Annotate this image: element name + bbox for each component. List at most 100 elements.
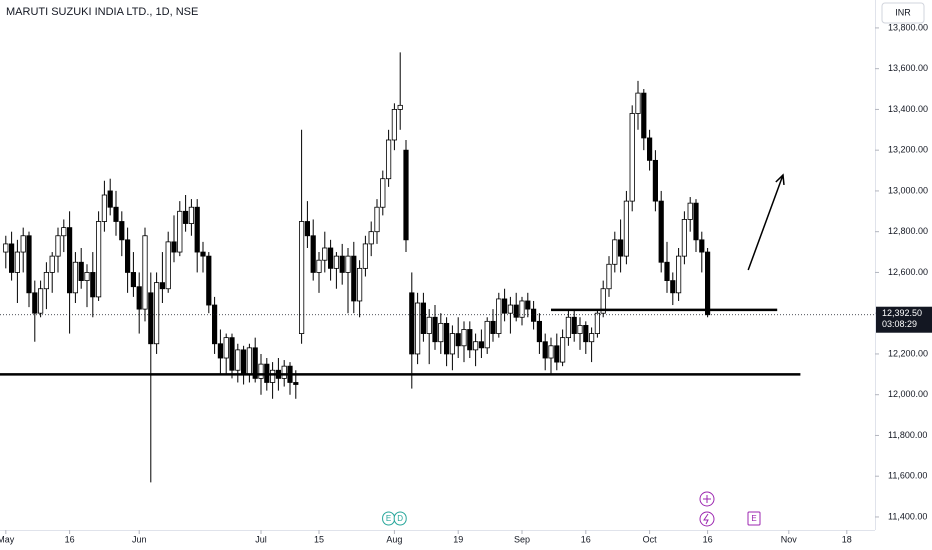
candle-body <box>293 382 299 385</box>
candle-body <box>165 241 171 290</box>
event-badge <box>747 511 761 526</box>
candle-body <box>217 343 223 359</box>
y-tick-label: 12,200.00 <box>888 348 928 358</box>
candle-body <box>246 347 252 375</box>
candle-body <box>159 282 165 290</box>
lightning-glyph <box>703 513 709 525</box>
candle-body <box>310 235 316 273</box>
candle-body <box>14 251 20 273</box>
candle-body <box>618 239 624 257</box>
candle-body <box>211 304 218 345</box>
candle-body <box>536 320 543 343</box>
candle-body <box>531 308 537 322</box>
plus-glyph <box>703 495 711 503</box>
candle-body <box>525 300 531 310</box>
candle-body <box>67 227 73 294</box>
candle-body <box>206 255 212 306</box>
candle-body <box>107 190 113 208</box>
candle-body <box>467 329 473 351</box>
candle-body <box>339 255 345 273</box>
candle-body <box>49 255 55 273</box>
candle-body <box>32 292 38 314</box>
candle-body <box>368 231 374 245</box>
candle-body <box>658 200 664 263</box>
event-label: E <box>386 514 391 523</box>
arrow-head <box>775 173 785 186</box>
candle-body <box>652 159 659 202</box>
candle-body <box>705 251 711 316</box>
candle-body <box>461 329 467 347</box>
candle-body <box>374 206 380 233</box>
y-tick-label: 13,400.00 <box>888 104 928 114</box>
candle-body <box>43 272 50 290</box>
candle-body <box>356 267 363 302</box>
y-tick-label: 13,000.00 <box>888 185 928 195</box>
event-icon[interactable] <box>699 511 715 527</box>
x-tick-label: 15 <box>314 534 324 544</box>
candle-body <box>647 137 653 161</box>
candle-body <box>351 255 357 302</box>
event-badge <box>393 511 407 526</box>
trend-arrow <box>747 174 784 271</box>
candle-body <box>403 149 409 241</box>
candle-body <box>414 302 421 355</box>
candle-body <box>26 235 32 294</box>
candle-body <box>472 341 479 351</box>
candle-body <box>693 202 699 241</box>
x-tick-label: May <box>0 534 15 544</box>
x-tick-label: 16 <box>581 534 591 544</box>
candle-body <box>327 247 334 269</box>
last-price-box <box>876 306 932 333</box>
candle-body <box>519 300 525 318</box>
candle-body <box>600 288 606 314</box>
candle-body <box>397 104 403 110</box>
y-tick-label: 11,400.00 <box>888 511 927 521</box>
candle-body <box>281 365 287 379</box>
candle-body <box>200 251 206 257</box>
candle-body <box>125 239 131 273</box>
candle-body <box>229 337 235 371</box>
candle-body <box>3 243 9 253</box>
candle-body <box>182 210 189 224</box>
candle-body <box>101 194 107 222</box>
candle-body <box>560 337 566 363</box>
x-tick-label: 16 <box>65 534 75 544</box>
candle-body <box>478 341 485 349</box>
candle-body <box>589 333 595 343</box>
event-label: E <box>751 514 756 523</box>
currency-label[interactable]: INR <box>895 7 911 17</box>
candle-body <box>142 235 148 310</box>
candle-body <box>78 261 84 281</box>
x-tick-label: Nov <box>781 534 798 544</box>
x-tick-label: 18 <box>842 534 852 544</box>
currency-button[interactable] <box>881 2 925 24</box>
candle-body <box>443 322 450 355</box>
candle-body <box>629 113 635 202</box>
candle-body <box>235 349 241 371</box>
candle-body <box>119 221 125 241</box>
candle-body <box>84 272 90 281</box>
y-tick-label: 13,200.00 <box>888 145 928 155</box>
candle-body <box>676 255 682 294</box>
candle-body <box>61 227 67 237</box>
candle-body <box>148 292 154 345</box>
candle-body <box>548 345 554 359</box>
x-tick-label: Aug <box>386 534 402 544</box>
candle-body <box>606 263 612 290</box>
candle-body <box>345 255 351 273</box>
y-tick-label: 12,600.00 <box>888 267 928 277</box>
x-tick-label: Jun <box>132 534 147 544</box>
candle-body <box>136 286 142 310</box>
event-icon[interactable] <box>699 491 715 507</box>
candle-body <box>385 139 392 180</box>
chart-title: MARUTI SUZUKI INDIA LTD., 1D, NSE <box>6 6 198 18</box>
candle-body <box>623 200 630 257</box>
candle-body <box>432 316 438 343</box>
x-tick-label: 19 <box>453 534 463 544</box>
candle-body <box>316 259 322 273</box>
candle-body <box>96 221 102 298</box>
candle-body <box>223 337 229 359</box>
